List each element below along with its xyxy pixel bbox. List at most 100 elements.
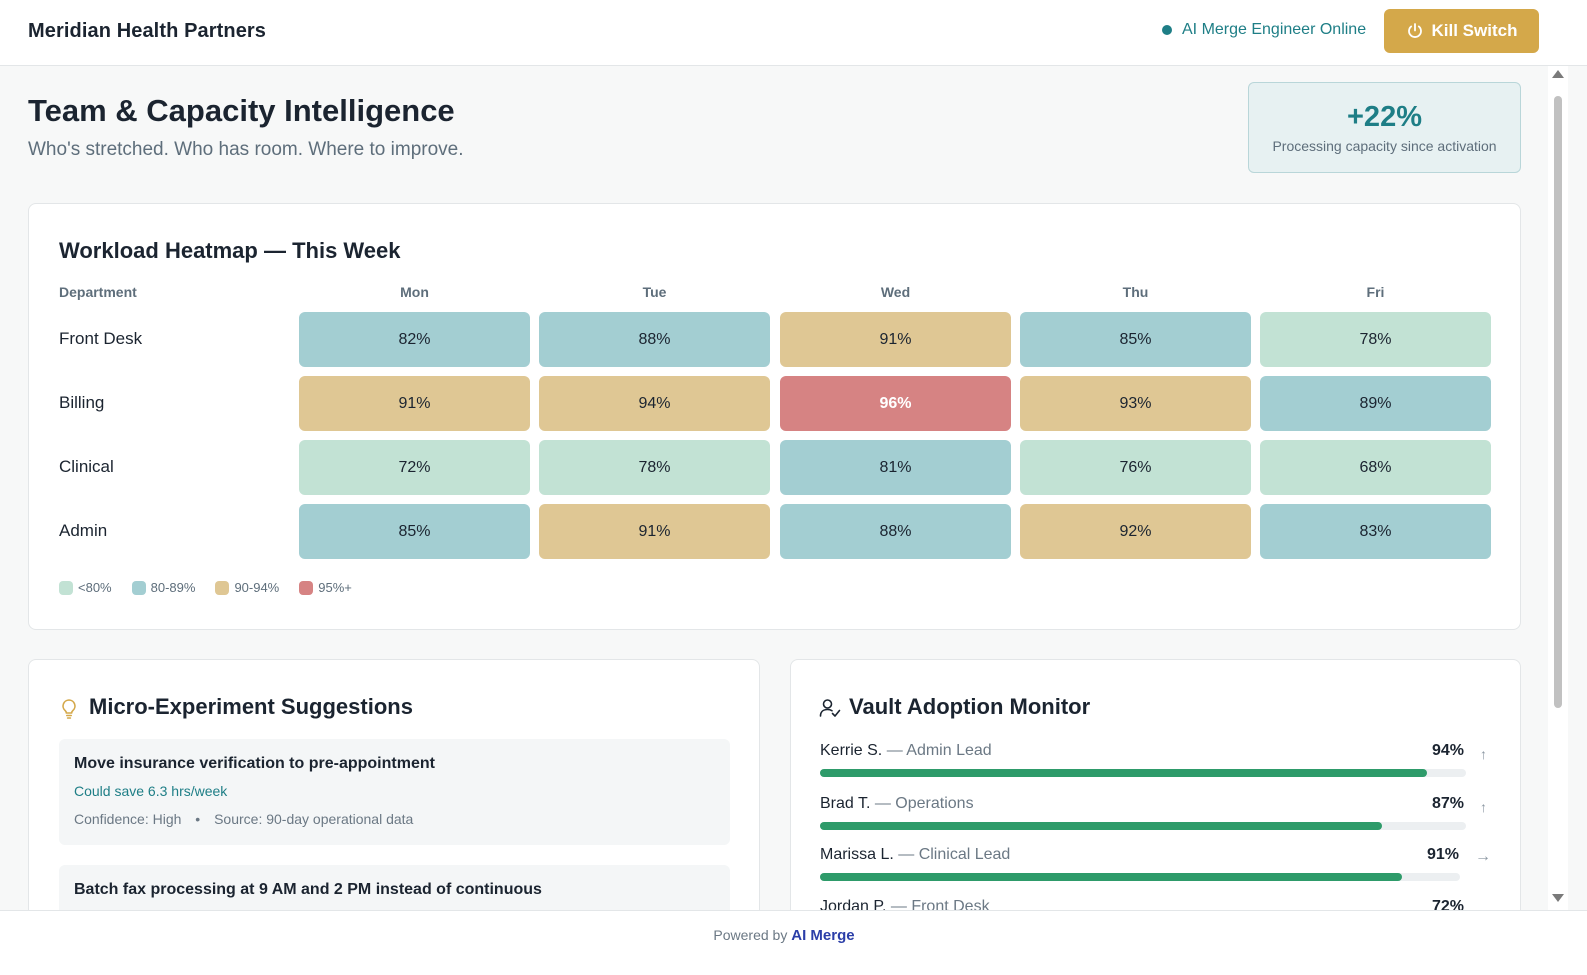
adoption-bar-fill bbox=[820, 873, 1403, 881]
brand-name: Meridian Health Partners bbox=[28, 20, 267, 42]
adoption-percent: 72% bbox=[1432, 898, 1465, 910]
trend-up-icon: ↑ bbox=[1480, 799, 1487, 815]
person-name-line: Kerrie S. — Admin Lead bbox=[820, 742, 992, 760]
heatmap-cell[interactable]: 83% bbox=[1260, 504, 1491, 559]
person-name-line: Marissa L. — Clinical Lead bbox=[820, 846, 1010, 864]
legend-label: 80-89% bbox=[150, 580, 196, 595]
scrollbar-thumb[interactable] bbox=[1554, 96, 1562, 708]
person-name: Marissa L. bbox=[820, 846, 894, 863]
adoption-row: Marissa L. — Clinical Lead 91% → bbox=[820, 846, 1491, 890]
adoption-percent: 87% bbox=[1432, 795, 1465, 812]
kill-switch-label: Kill Switch bbox=[1431, 21, 1518, 40]
experiment-saving: Could save 6.3 hrs/week bbox=[74, 783, 228, 799]
dept-label-billing: Billing bbox=[59, 393, 105, 412]
scroll-down-arrow-icon[interactable] bbox=[1552, 894, 1564, 902]
main-content: Team & Capacity Intelligence Who's stret… bbox=[0, 67, 1548, 910]
footer: Powered by AI Merge bbox=[0, 910, 1587, 975]
user-check-icon bbox=[819, 699, 841, 717]
power-icon bbox=[1407, 23, 1422, 38]
trend-flat-icon: → bbox=[1480, 902, 1494, 910]
heatmap-cell[interactable]: 91% bbox=[299, 376, 530, 431]
legend-swatch bbox=[131, 580, 146, 595]
day-header-thu: Thu bbox=[1122, 284, 1149, 300]
status-dot-icon bbox=[1162, 25, 1172, 35]
day-header-tue: Tue bbox=[642, 284, 667, 300]
capacity-value: +22% bbox=[1347, 101, 1422, 133]
experiment-title: Batch fax processing at 9 AM and 2 PM in… bbox=[74, 881, 542, 898]
heatmap-cell[interactable]: 94% bbox=[539, 376, 770, 431]
adoption-row: Brad T. — Operations 87% ↑ bbox=[820, 795, 1490, 839]
workload-heatmap-card: Workload Heatmap — This Week Department … bbox=[28, 203, 1521, 630]
heatmap-cell[interactable]: 85% bbox=[299, 504, 530, 559]
day-header-wed: Wed bbox=[880, 284, 911, 300]
legend-label: 90-94% bbox=[234, 580, 280, 595]
heatmap-cell[interactable]: 93% bbox=[1020, 376, 1251, 431]
adoption-bar-fill bbox=[820, 822, 1383, 830]
heatmap-cell[interactable]: 89% bbox=[1260, 376, 1491, 431]
experiment-item[interactable]: Move insurance verification to pre-appoi… bbox=[59, 739, 730, 845]
heatmap-legend: <80% 80-89% 90-94% 95%+ bbox=[59, 580, 352, 595]
micro-experiments-card: Micro-Experiment Suggestions Move insura… bbox=[28, 659, 760, 910]
capacity-stat-card: +22% Processing capacity since activatio… bbox=[1248, 82, 1521, 173]
legend-item: 80-89% bbox=[131, 580, 196, 595]
day-header-fri: Fri bbox=[1366, 284, 1385, 300]
adoption-bar-fill bbox=[820, 769, 1428, 777]
person-name: Jordan P. bbox=[820, 898, 887, 910]
dept-label-front-desk: Front Desk bbox=[59, 329, 143, 348]
page-subtitle: Who's stretched. Who has room. Where to … bbox=[28, 139, 464, 160]
legend-item: 95%+ bbox=[299, 580, 352, 595]
adoption-bar bbox=[820, 873, 1460, 881]
kill-switch-button[interactable]: Kill Switch bbox=[1384, 9, 1539, 53]
adoption-percent: 94% bbox=[1432, 742, 1465, 759]
adoption-row: Jordan P. — Front Desk 72% → bbox=[820, 898, 1494, 910]
heatmap-cell[interactable]: 72% bbox=[299, 440, 530, 495]
experiment-meta: Confidence: High • Source: 90-day operat… bbox=[74, 811, 413, 827]
person-role: — Clinical Lead bbox=[898, 846, 1011, 863]
experiment-item[interactable]: Batch fax processing at 9 AM and 2 PM in… bbox=[59, 865, 730, 910]
heatmap-cell[interactable]: 78% bbox=[539, 440, 770, 495]
heatmap-cell[interactable]: 96% bbox=[780, 376, 1011, 431]
heatmap-cell[interactable]: 76% bbox=[1020, 440, 1251, 495]
footer-prefix: Powered by bbox=[713, 927, 788, 943]
status-text: AI Merge Engineer Online bbox=[1182, 21, 1367, 38]
heatmap-cell[interactable]: 68% bbox=[1260, 440, 1491, 495]
experiments-title: Micro-Experiment Suggestions bbox=[89, 694, 413, 719]
dept-label-clinical: Clinical bbox=[59, 457, 114, 476]
person-role: — Admin Lead bbox=[886, 742, 992, 759]
legend-item: 90-94% bbox=[215, 580, 279, 595]
heatmap-cell[interactable]: 91% bbox=[780, 312, 1011, 367]
capacity-label: Processing capacity since activation bbox=[1272, 138, 1497, 154]
heatmap-cell[interactable]: 88% bbox=[539, 312, 770, 367]
dept-label-admin: Admin bbox=[59, 521, 108, 540]
person-name-line: Jordan P. — Front Desk bbox=[820, 898, 990, 910]
legend-label: 95%+ bbox=[318, 580, 352, 595]
legend-swatch bbox=[299, 580, 314, 595]
heatmap-cell[interactable]: 88% bbox=[780, 504, 1011, 559]
scroll-up-arrow-icon[interactable] bbox=[1552, 70, 1564, 78]
legend-label: <80% bbox=[78, 580, 112, 595]
department-column-header: Department bbox=[59, 284, 137, 300]
heatmap-cell[interactable]: 82% bbox=[299, 312, 530, 367]
trend-up-icon: ↑ bbox=[1480, 746, 1487, 762]
vault-adoption-card: Vault Adoption Monitor Kerrie S. — Admin… bbox=[790, 659, 1521, 910]
adoption-percent: 91% bbox=[1427, 846, 1460, 863]
meta-separator: • bbox=[195, 811, 201, 827]
heatmap-cell[interactable]: 78% bbox=[1260, 312, 1491, 367]
heatmap-cell[interactable]: 85% bbox=[1020, 312, 1251, 367]
legend-item: <80% bbox=[59, 580, 112, 595]
heatmap-cell[interactable]: 81% bbox=[780, 440, 1011, 495]
heatmap-title: Workload Heatmap — This Week bbox=[59, 238, 401, 263]
person-role: — Operations bbox=[874, 795, 974, 812]
trend-flat-icon: → bbox=[1475, 848, 1491, 865]
page-scrollbar[interactable] bbox=[1548, 66, 1568, 910]
lightbulb-icon bbox=[62, 699, 76, 719]
day-header-mon: Mon bbox=[400, 284, 429, 300]
ai-merge-link[interactable]: AI Merge bbox=[791, 927, 855, 944]
heatmap-cell[interactable]: 91% bbox=[539, 504, 770, 559]
adoption-row: Kerrie S. — Admin Lead 94% ↑ bbox=[820, 742, 1490, 786]
person-name: Kerrie S. bbox=[820, 742, 883, 759]
heatmap-cell[interactable]: 92% bbox=[1020, 504, 1251, 559]
vault-title: Vault Adoption Monitor bbox=[849, 694, 1091, 719]
legend-swatch bbox=[215, 580, 230, 595]
top-bar: Meridian Health Partners AI Merge Engine… bbox=[0, 0, 1587, 66]
